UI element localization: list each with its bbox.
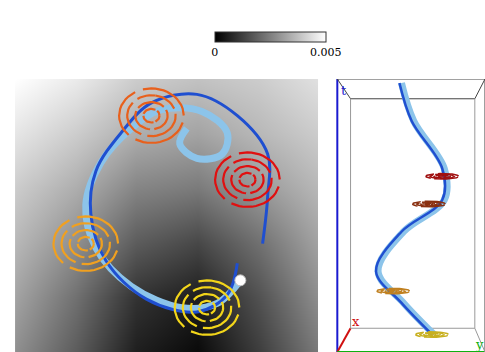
svg-text:0.005: 0.005 xyxy=(310,46,342,59)
svg-text:t: t xyxy=(341,83,347,98)
svg-text:y: y xyxy=(475,337,484,352)
svg-text:0: 0 xyxy=(211,46,218,59)
svg-text:x: x xyxy=(352,314,360,329)
